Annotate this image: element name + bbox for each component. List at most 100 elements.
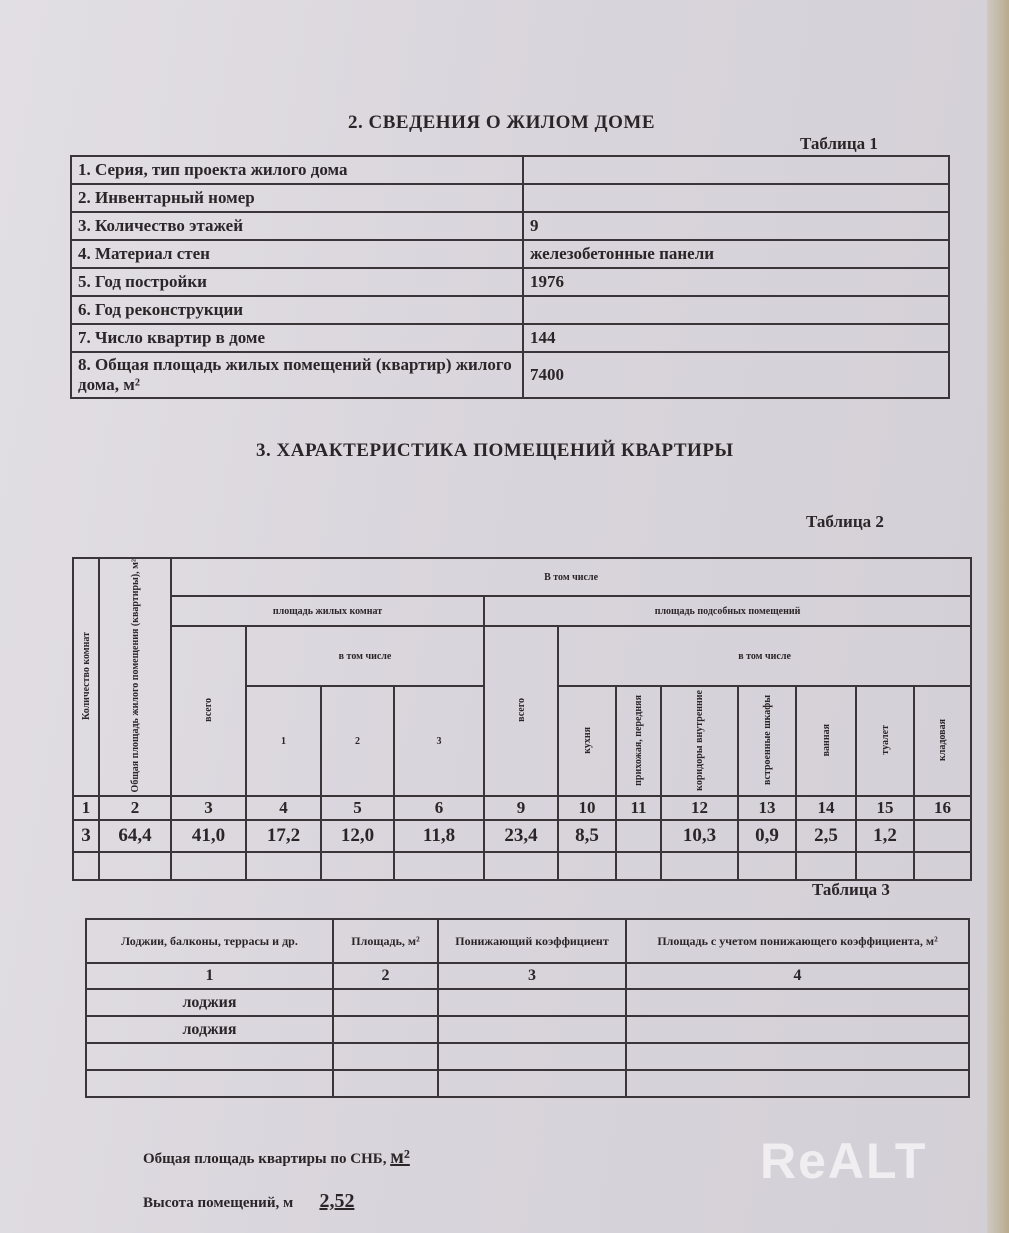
table3-label: Таблица 3 xyxy=(812,880,890,899)
table-row: 2. Инвентарный номер xyxy=(70,183,950,213)
header-total-area: Общая площадь жилого помещения (квартиры… xyxy=(129,559,141,793)
cell-value xyxy=(437,988,627,1017)
column-numbers-row: 1 2 3 4 xyxy=(85,962,970,990)
row-label: 4. Материал стен xyxy=(70,239,524,269)
header-living-including: в том числе xyxy=(245,624,485,688)
table-row: 5. Год постройки 1976 xyxy=(70,267,950,297)
empty-cell xyxy=(795,851,857,882)
header-bath: ванная xyxy=(820,723,832,757)
cell-value xyxy=(332,1015,439,1044)
header-row: Лоджии, балконы, террасы и др. Площадь, … xyxy=(85,918,970,964)
cell-value xyxy=(912,819,973,854)
header-area: Площадь, м² xyxy=(332,918,439,964)
room-height-label: Высота помещений, м xyxy=(143,1195,294,1211)
total-area-line: Общая площадь квартиры по СНБ, м² xyxy=(143,1146,410,1169)
row-label: 1. Серия, тип проекта жилого дома xyxy=(70,155,524,185)
cell-value xyxy=(625,1069,970,1098)
col-number: 2 xyxy=(98,795,172,822)
table-row: 1. Серия, тип проекта жилого дома xyxy=(70,155,950,185)
table-row: 6. Год реконструкции xyxy=(70,295,950,325)
cell-value: 2,5 xyxy=(795,819,857,854)
cell-value: 23,4 xyxy=(483,819,559,854)
col-number: 10 xyxy=(557,795,617,822)
cell-value xyxy=(437,1069,627,1098)
row-label: 3. Количество этажей xyxy=(70,211,524,241)
row-value xyxy=(522,295,950,325)
header-toilet: туалет xyxy=(879,725,891,755)
cell-value: 17,2 xyxy=(245,819,322,854)
table-row xyxy=(85,1042,970,1071)
section3-title: 3. ХАРАКТЕРИСТИКА ПОМЕЩЕНИЙ КВАРТИРЫ xyxy=(256,440,734,461)
table-row: 3. Количество этажей 9 xyxy=(70,211,950,241)
house-info-table: 1. Серия, тип проекта жилого дома 2. Инв… xyxy=(70,155,950,399)
empty-cell xyxy=(660,851,739,882)
table-row: лоджия xyxy=(85,1015,970,1044)
row-value: 1976 xyxy=(522,267,950,297)
cell-value: 1,2 xyxy=(855,819,915,854)
row-value xyxy=(522,155,950,185)
col-number: 16 xyxy=(912,795,973,822)
row-value: железобетонные панели xyxy=(522,239,950,269)
col-number: 15 xyxy=(855,795,915,822)
cell-value: 8,5 xyxy=(557,819,617,854)
header-corridors: коридоры внутренние xyxy=(694,689,705,791)
empty-cell xyxy=(557,851,617,882)
header-room-3: 3 xyxy=(393,685,485,798)
header-aux-total: всего xyxy=(515,697,527,722)
col-number: 5 xyxy=(320,795,395,822)
empty-cell xyxy=(912,851,973,882)
header-rooms-count: Количество комнат xyxy=(80,631,92,720)
column-numbers-row: 1 2 3 4 5 6 9 10 11 12 13 14 15 16 xyxy=(72,795,973,822)
empty-cell xyxy=(615,851,662,882)
header-room-1: 1 xyxy=(245,685,322,798)
table-row: 7. Число квартир в доме 144 xyxy=(70,323,950,353)
row-label: 8. Общая площадь жилых помещений (кварти… xyxy=(70,351,524,399)
cell-value xyxy=(625,1042,970,1071)
col-number: 1 xyxy=(85,962,334,990)
table-row: лоджия xyxy=(85,988,970,1017)
cell-value: 3 xyxy=(72,819,100,854)
empty-cell xyxy=(393,851,485,882)
col-number: 2 xyxy=(332,962,439,990)
table1-label: Таблица 1 xyxy=(800,134,878,153)
col-number: 9 xyxy=(483,795,559,822)
row-value: 7400 xyxy=(522,351,950,399)
apartment-rooms-table: Количество комнат Общая площадь жилого п… xyxy=(72,556,973,882)
col-number: 14 xyxy=(795,795,857,822)
loggias-table: Лоджии, балконы, террасы и др. Площадь, … xyxy=(85,918,970,1098)
row-value: 144 xyxy=(522,323,950,353)
empty-cell xyxy=(170,851,247,882)
row-label: 5. Год постройки xyxy=(70,267,524,297)
header-aux-area: площадь подсобных помещений xyxy=(482,595,973,627)
cell-value xyxy=(85,1042,334,1071)
page-edge xyxy=(987,0,1009,1233)
cell-value: 12,0 xyxy=(320,819,395,854)
empty-cell xyxy=(72,851,100,882)
total-area-unit: м² xyxy=(390,1146,410,1168)
cell-value: лоджия xyxy=(85,1015,334,1044)
realt-watermark-logo: ReALT xyxy=(760,1133,928,1189)
cell-value: 64,4 xyxy=(98,819,172,854)
row-value: 9 xyxy=(522,211,950,241)
table-row: 4. Материал стен железобетонные панели xyxy=(70,239,950,269)
header-adjusted-area: Площадь с учетом понижающего коэффициент… xyxy=(625,918,970,964)
header-coefficient: Понижающий коэффициент xyxy=(437,918,627,964)
total-area-label: Общая площадь квартиры по СНБ, xyxy=(143,1151,387,1167)
table-row: 3 64,4 41,0 17,2 12,0 11,8 23,4 8,5 10,3 0,9 2,5 1,… xyxy=(72,819,973,854)
table2-label: Таблица 2 xyxy=(806,512,884,531)
header-aux-including: в том числе xyxy=(556,624,973,688)
cell-value xyxy=(437,1015,627,1044)
cell-value xyxy=(625,1015,970,1044)
cell-value xyxy=(332,988,439,1017)
empty-cell xyxy=(855,851,915,882)
empty-cell xyxy=(483,851,559,882)
col-number: 4 xyxy=(625,962,970,990)
row-value xyxy=(522,183,950,213)
header-kitchen: кухня xyxy=(581,726,593,754)
header-storage: кладовая xyxy=(937,718,949,761)
col-number: 6 xyxy=(393,795,485,822)
empty-cell xyxy=(98,851,172,882)
cell-value xyxy=(332,1069,439,1098)
cell-value xyxy=(332,1042,439,1071)
header-room-2: 2 xyxy=(320,685,395,798)
